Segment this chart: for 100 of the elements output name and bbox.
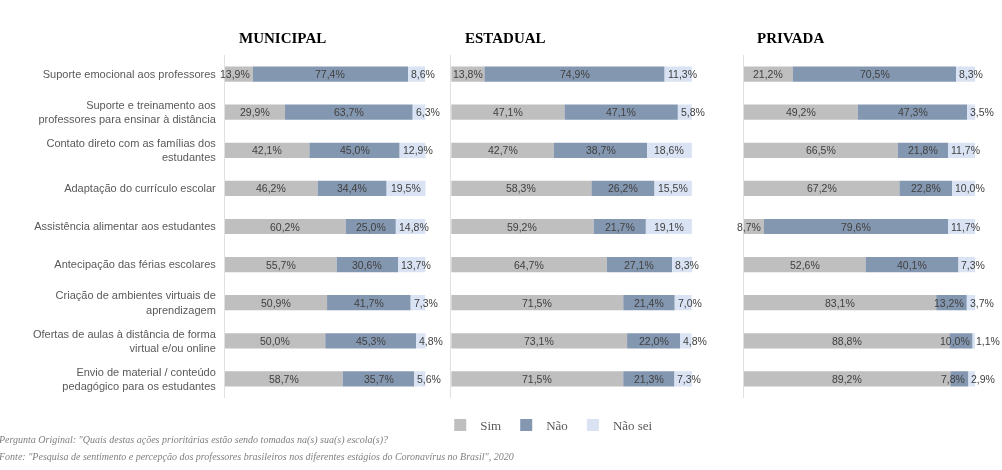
- data-label: 42,1%: [252, 144, 282, 156]
- chart-title: ESTADUAL: [465, 30, 546, 46]
- data-label: 12,9%: [403, 144, 433, 156]
- data-label: 35,7%: [364, 373, 394, 385]
- bar: [743, 142, 898, 158]
- bar: [451, 371, 624, 387]
- data-label: 11,7%: [951, 221, 980, 233]
- chart-title: PRIVADA: [757, 30, 825, 46]
- y-tick-label: Suporte emocional aos professores: [42, 67, 217, 80]
- data-label: 4,8%: [683, 335, 707, 347]
- y-tick-label: Assistência alimentar aos estudantes: [34, 220, 217, 233]
- data-label: 60,2%: [270, 221, 300, 233]
- data-label: 14,8%: [399, 221, 429, 233]
- data-label: 21,3%: [634, 373, 664, 385]
- legend-label: Sim: [480, 418, 502, 434]
- data-label: 7,3%: [677, 373, 701, 385]
- legend-label: Não sei: [612, 418, 653, 434]
- data-label: 7,8%: [941, 373, 965, 385]
- data-label: 7,3%: [414, 297, 438, 309]
- data-label: 70,5%: [860, 68, 890, 80]
- y-tick-label: Ofertas de aulas à distância de forma virtual e/ou online: [32, 327, 217, 354]
- data-label: 13,7%: [401, 259, 431, 271]
- data-label: 47,1%: [606, 106, 636, 118]
- bar: [252, 66, 409, 82]
- data-label: 71,5%: [522, 297, 552, 309]
- data-label: 47,1%: [493, 106, 523, 118]
- data-label: 58,7%: [269, 373, 299, 385]
- y-tick-label: Suporte e treinamento aos professores para ensinar à distância: [38, 98, 217, 126]
- bar: [451, 295, 624, 311]
- data-label: 8,3%: [959, 68, 983, 80]
- data-label: 5,8%: [681, 106, 705, 118]
- bar: [743, 104, 858, 120]
- data-label: 27,1%: [624, 259, 654, 271]
- data-label: 77,4%: [315, 68, 345, 80]
- bar: [743, 180, 900, 197]
- data-label: 26,2%: [608, 182, 638, 194]
- bar: [284, 104, 413, 120]
- data-label: 6,3%: [416, 106, 440, 118]
- data-label: 49,2%: [786, 106, 816, 118]
- data-label: 8,7%: [737, 221, 761, 233]
- data-label: 8,3%: [675, 259, 699, 271]
- data-label: 29,9%: [240, 106, 270, 118]
- data-label: 7,3%: [961, 259, 985, 271]
- data-label: 18,6%: [654, 144, 684, 156]
- bar: [225, 218, 346, 235]
- chart-title: MUNICIPAL: [239, 30, 327, 46]
- data-label: 58,3%: [506, 182, 536, 194]
- data-label: 66,5%: [806, 144, 836, 156]
- bar: [743, 295, 937, 311]
- data-label: 3,7%: [970, 297, 994, 309]
- data-label: 71,5%: [522, 373, 552, 385]
- data-label: 21,7%: [605, 221, 635, 233]
- data-label: 3,5%: [970, 106, 994, 118]
- bar: [225, 256, 337, 273]
- data-label: 19,1%: [654, 221, 684, 233]
- data-label: 8,6%: [411, 68, 435, 80]
- data-label: 45,3%: [356, 335, 386, 347]
- bar: [225, 371, 343, 387]
- data-label: 21,2%: [753, 68, 783, 80]
- data-label: 79,6%: [841, 221, 871, 233]
- data-label: 73,1%: [524, 335, 554, 347]
- data-label: 46,2%: [256, 182, 286, 194]
- data-label: 52,6%: [790, 259, 820, 271]
- bar: [451, 333, 628, 349]
- data-label: 63,7%: [334, 106, 364, 118]
- data-label: 10,0%: [940, 335, 970, 347]
- data-label: 50,9%: [261, 297, 291, 309]
- bar: [763, 218, 949, 235]
- data-label: 5,6%: [417, 373, 441, 385]
- bar: [451, 180, 592, 197]
- data-label: 2,9%: [971, 373, 995, 385]
- data-label: 25,0%: [356, 221, 386, 233]
- data-label: 74,9%: [560, 68, 590, 80]
- data-label: 89,2%: [832, 373, 862, 385]
- data-label: 50,0%: [260, 335, 290, 347]
- bar: [564, 104, 678, 120]
- data-label: 30,6%: [352, 259, 382, 271]
- data-label: 1,1%: [976, 335, 1000, 347]
- data-label: 83,1%: [825, 297, 855, 309]
- data-label: 22,0%: [639, 335, 669, 347]
- legend-label: Não: [546, 418, 568, 434]
- data-label: 88,8%: [832, 335, 862, 347]
- y-tick-label: Criação de ambientes virtuais de aprendizagem: [55, 289, 216, 316]
- data-label: 59,2%: [507, 221, 537, 233]
- y-tick-label: Envio de material / conteúdo pedagógico para os estudantes: [62, 365, 217, 392]
- data-label: 34,4%: [337, 182, 367, 194]
- y-tick-label: Contato direto com as famílias dos estudantes: [46, 136, 217, 164]
- data-label: 11,7%: [951, 144, 980, 156]
- bar: [451, 256, 607, 273]
- data-label: 7,0%: [678, 297, 702, 309]
- data-label: 21,8%: [908, 144, 938, 156]
- data-label: 21,4%: [634, 297, 664, 309]
- data-label: 38,7%: [586, 144, 616, 156]
- data-label: 11,3%: [668, 68, 697, 80]
- data-label: 10,0%: [955, 182, 985, 194]
- data-label: 41,7%: [354, 297, 384, 309]
- bar: [451, 104, 565, 120]
- data-label: 64,7%: [514, 259, 544, 271]
- bar: [484, 66, 665, 82]
- data-label: 22,8%: [911, 182, 941, 194]
